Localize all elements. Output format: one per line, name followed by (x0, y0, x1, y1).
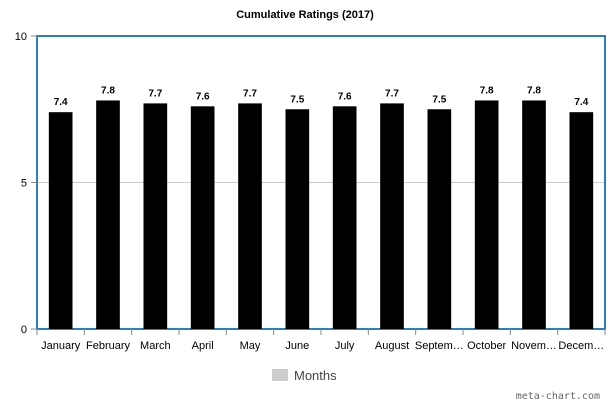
bar-4[interactable] (190, 106, 215, 329)
bar-value-label: 7.8 (101, 85, 115, 96)
legend-swatch (272, 369, 288, 381)
x-tick-label: January (41, 340, 81, 352)
bar-value-label: 7.6 (338, 91, 352, 102)
x-tick-label: March (140, 340, 171, 352)
bar-value-label: 7.7 (148, 88, 162, 99)
chart-title: Cumulative Ratings (2017) (236, 9, 374, 21)
bar-11[interactable] (522, 100, 546, 330)
x-tick-label: July (335, 340, 355, 352)
bar-6[interactable] (285, 109, 310, 329)
bar-8[interactable] (380, 103, 404, 329)
x-tick-label: May (240, 340, 261, 352)
bar-value-label: 7.6 (196, 91, 210, 102)
x-tick-label: Decem… (558, 340, 604, 352)
bar-9[interactable] (427, 109, 452, 329)
bar-value-label: 7.7 (243, 88, 257, 99)
bar-value-label: 7.4 (574, 97, 588, 108)
credit-text: meta-chart.com (516, 391, 600, 402)
y-tick-label: 0 (21, 324, 27, 336)
y-tick-label: 5 (21, 178, 27, 190)
x-tick-label: June (285, 340, 309, 352)
bar-value-label: 7.5 (432, 94, 446, 105)
bar-10[interactable] (474, 100, 499, 330)
y-axis: 0 5 10 (15, 31, 37, 336)
bar-value-label: 7.8 (527, 85, 541, 96)
x-tick-label: Septem… (415, 340, 464, 352)
bar-series (48, 100, 594, 330)
x-tick-label: April (192, 340, 214, 352)
bar-1[interactable] (48, 112, 73, 330)
x-tick-label: October (467, 340, 506, 352)
bar-value-label: 7.4 (54, 97, 68, 108)
bar-value-label: 7.7 (385, 88, 399, 99)
x-axis: January February March April May June July Augu… (36, 329, 606, 352)
bar-5[interactable] (238, 103, 262, 329)
x-tick-label: February (86, 340, 131, 352)
bar-7[interactable] (332, 106, 357, 329)
x-tick-label: Novem… (511, 340, 557, 352)
y-tick-label: 10 (15, 31, 27, 43)
legend-label: Months (294, 368, 337, 383)
bar-value-label: 7.8 (480, 85, 494, 96)
data-labels: 7.4 7.8 7.7 7.6 7.7 7.5 7.6 7.7 7.5 7.8 7.8 7.4 (54, 85, 589, 108)
x-tick-label: August (375, 340, 409, 352)
legend[interactable]: Months (272, 368, 337, 383)
bar-value-label: 7.5 (290, 94, 304, 105)
bar-2[interactable] (96, 100, 120, 330)
bar-12[interactable] (569, 112, 594, 330)
bar-3[interactable] (143, 103, 168, 329)
